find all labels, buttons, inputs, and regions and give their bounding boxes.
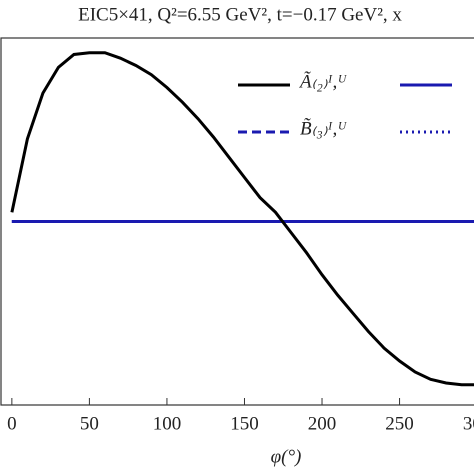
plot-frame [0, 37, 474, 406]
legend-label: B̃₍₃₎ᴵ,ᵁ [300, 118, 347, 139]
x-tick-label: 50 [80, 413, 99, 434]
x-axis-label: φ(°) [271, 446, 302, 467]
legend-label: Ã₍₂₎ᴵ,ᵁ [298, 71, 347, 92]
chart-title: EIC5×41, Q²=6.55 GeV², t=−0.17 GeV², x [78, 4, 402, 25]
x-tick-label: 250 [385, 413, 414, 434]
x-tick-label: 150 [230, 413, 259, 434]
x-tick-label: 100 [153, 413, 182, 434]
x-tick-label: 300 [463, 413, 474, 434]
x-tick-label: 0 [7, 413, 17, 434]
x-tick-label: 200 [308, 413, 337, 434]
series-line [10, 51, 474, 387]
